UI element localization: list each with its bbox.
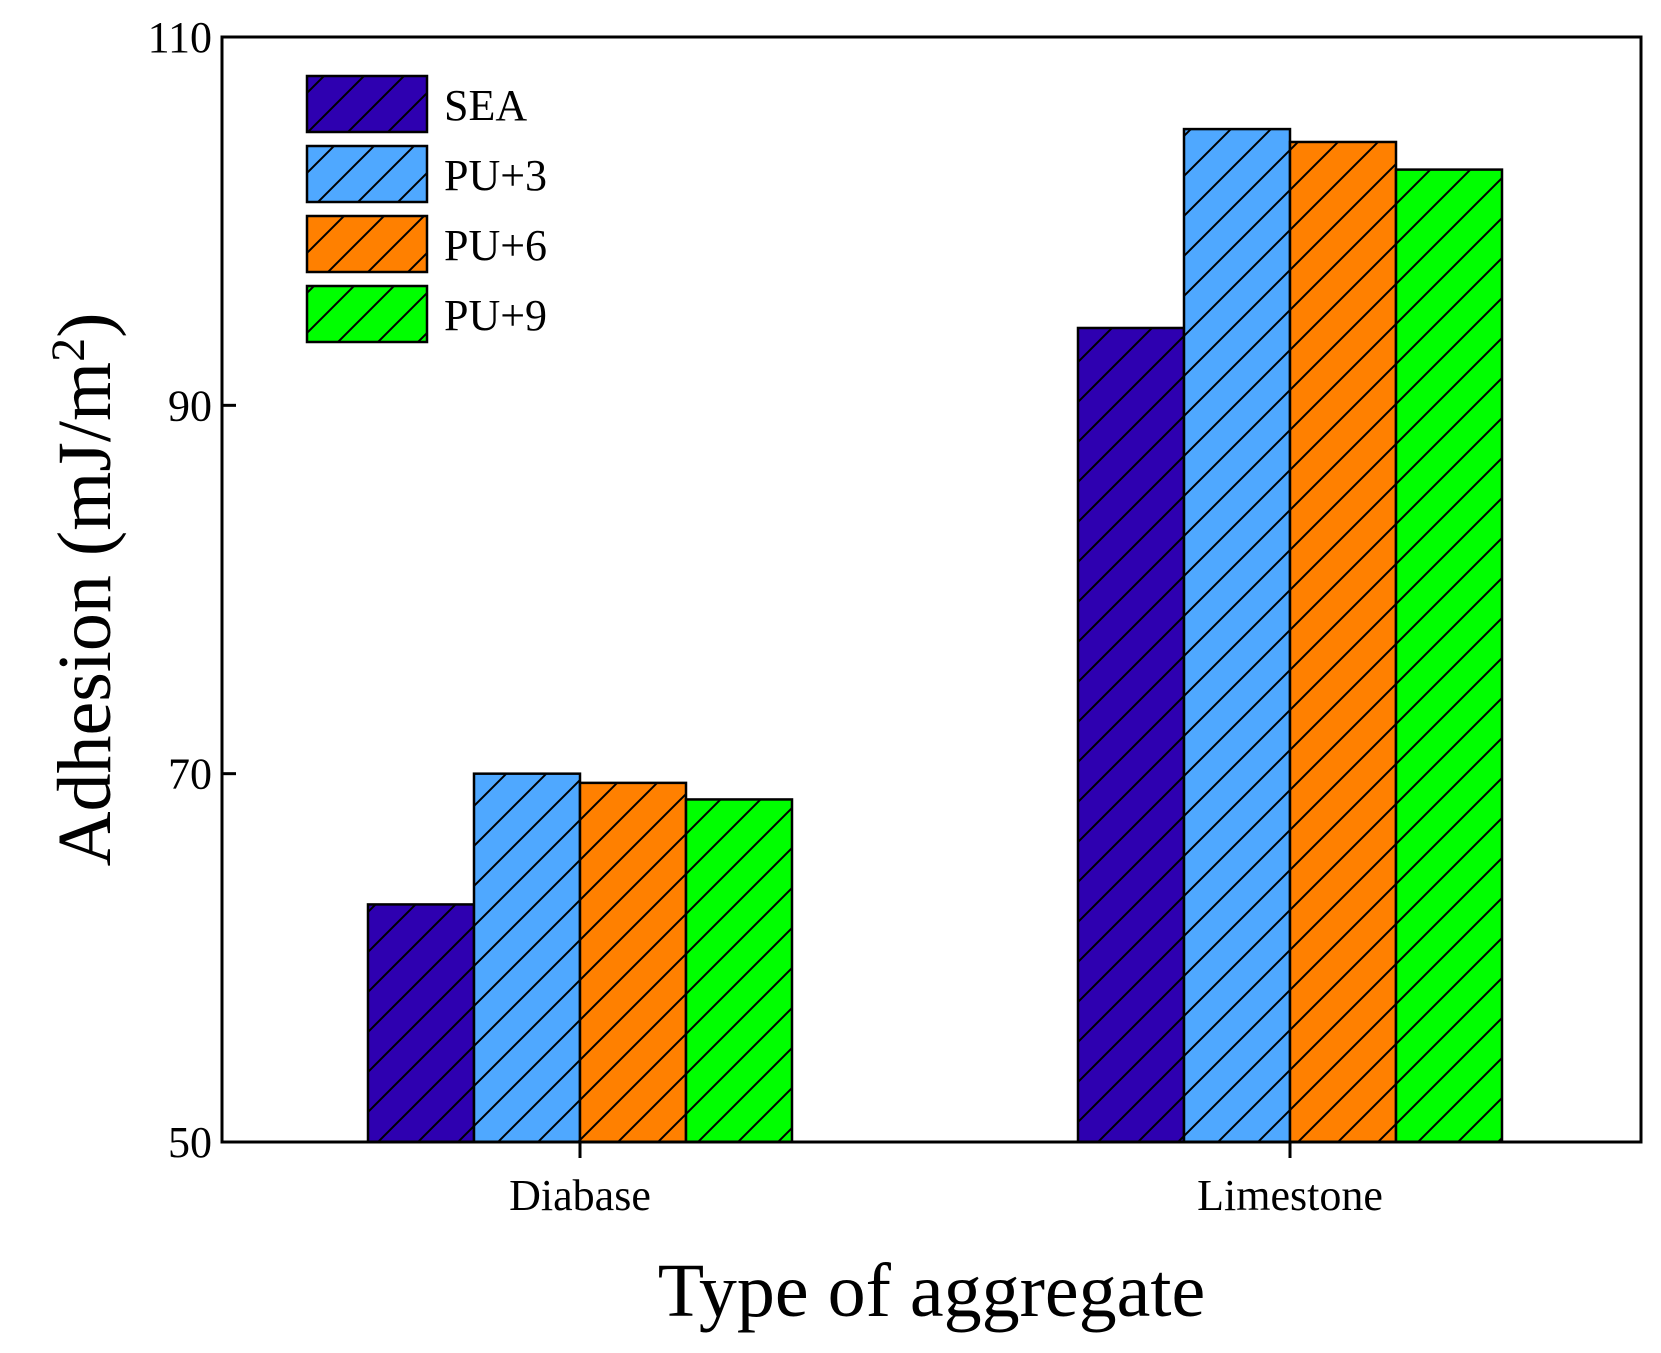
y-tick-label: 50 bbox=[168, 1118, 212, 1167]
x-tick-label-diabase: Diabase bbox=[509, 1171, 651, 1220]
y-axis-title: Adhesion (mJ/m2) bbox=[42, 313, 128, 867]
bar-limestone-pu3 bbox=[1182, 127, 1292, 1144]
plot-frame bbox=[220, 35, 1643, 1144]
y-tick-label: 110 bbox=[148, 13, 212, 62]
legend-label: SEA bbox=[444, 81, 527, 130]
y-axis-title-superscript: 2 bbox=[42, 338, 95, 362]
x-axis: Diabase Limestone bbox=[509, 1142, 1383, 1220]
legend-label: PU+3 bbox=[444, 151, 547, 200]
bar-limestone-pu6 bbox=[1288, 140, 1398, 1144]
legend-swatch-sea bbox=[305, 74, 429, 134]
legend-label: PU+6 bbox=[444, 221, 547, 270]
legend-label: PU+9 bbox=[444, 291, 547, 340]
y-axis-title-main: Adhesion (mJ/m bbox=[43, 362, 127, 867]
y-tick-label: 90 bbox=[168, 381, 212, 430]
x-tick-label-limestone: Limestone bbox=[1197, 1171, 1383, 1220]
bars-layer bbox=[366, 127, 1504, 1144]
bar-limestone-sea bbox=[1076, 326, 1186, 1144]
x-axis-title: Type of aggregate bbox=[658, 1249, 1206, 1333]
legend-swatch-pu3 bbox=[305, 144, 429, 204]
bar-diabase-pu9 bbox=[684, 798, 794, 1144]
legend: SEA PU+3 PU+6 PU+9 bbox=[305, 74, 547, 344]
bar-diabase-pu6 bbox=[578, 781, 688, 1144]
legend-swatch-pu6 bbox=[305, 214, 429, 274]
bar-diabase-sea bbox=[366, 903, 476, 1144]
y-axis-title-close: ) bbox=[43, 313, 127, 338]
y-axis: 50 70 90 110 bbox=[148, 13, 236, 1167]
y-tick-label: 70 bbox=[168, 750, 212, 799]
legend-swatch-pu9 bbox=[305, 284, 429, 344]
bar-diabase-pu3 bbox=[472, 772, 582, 1144]
bar-limestone-pu9 bbox=[1394, 168, 1504, 1144]
